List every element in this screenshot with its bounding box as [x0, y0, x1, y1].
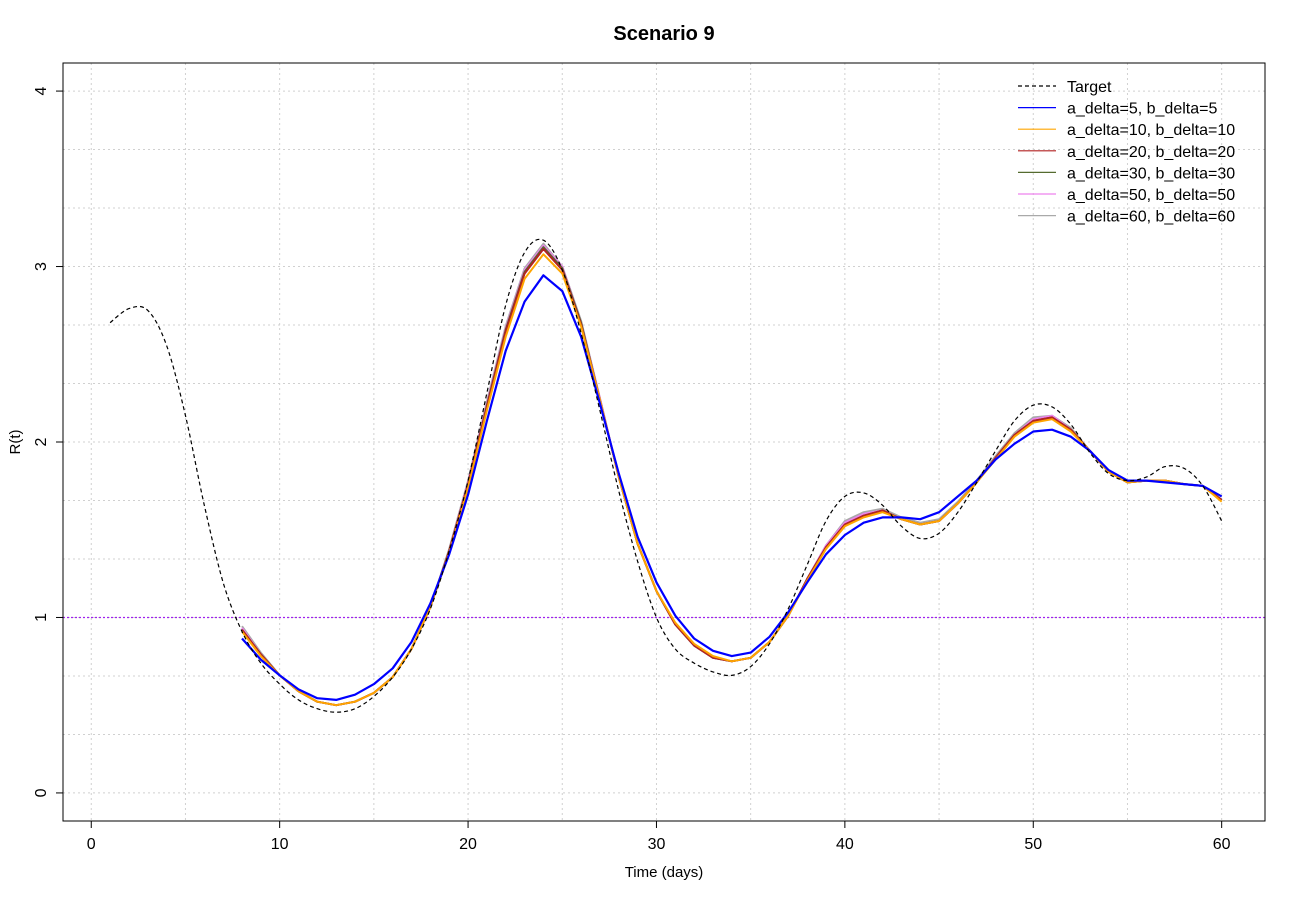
- series-line-1: [241, 274, 1223, 702]
- series-group: [241, 242, 1223, 707]
- x-tick-label: 10: [271, 836, 289, 853]
- legend-label: a_delta=5, b_delta=5: [1067, 101, 1217, 118]
- y-axis: 0 1 2 3 4: [33, 87, 63, 797]
- target-group: [109, 238, 1223, 713]
- legend-label: a_delta=60, b_delta=60: [1067, 209, 1235, 226]
- legend-label: a_delta=20, b_delta=20: [1067, 144, 1235, 161]
- y-tick-label: 0: [33, 788, 50, 797]
- legend-label: a_delta=30, b_delta=30: [1067, 165, 1235, 182]
- legend-label: Target: [1067, 79, 1112, 96]
- x-axis-label: Time (days): [625, 864, 704, 881]
- x-tick-label: 60: [1213, 836, 1231, 853]
- x-tick-label: 20: [459, 836, 477, 853]
- y-tick-label: 2: [33, 437, 50, 446]
- chart-title: Scenario 9: [613, 23, 714, 45]
- x-tick-label: 40: [836, 836, 854, 853]
- x-tick-label: 0: [87, 836, 96, 853]
- y-axis-label: R(t): [7, 430, 24, 455]
- x-tick-label: 30: [648, 836, 666, 853]
- target-line: [109, 238, 1223, 713]
- legend-label: a_delta=10, b_delta=10: [1067, 122, 1235, 139]
- x-tick-label: 50: [1024, 836, 1042, 853]
- legend: Target a_delta=5, b_delta=5 a_delta=10, b_…: [1018, 79, 1235, 226]
- y-tick-label: 3: [33, 262, 50, 271]
- legend-label: a_delta=50, b_delta=50: [1067, 187, 1235, 204]
- x-axis: 0 10 20 30 40 50 60: [87, 821, 1231, 853]
- y-tick-label: 4: [33, 87, 50, 96]
- y-tick-label: 1: [33, 613, 50, 622]
- series-line-2: [241, 253, 1223, 707]
- grid: [63, 63, 1265, 821]
